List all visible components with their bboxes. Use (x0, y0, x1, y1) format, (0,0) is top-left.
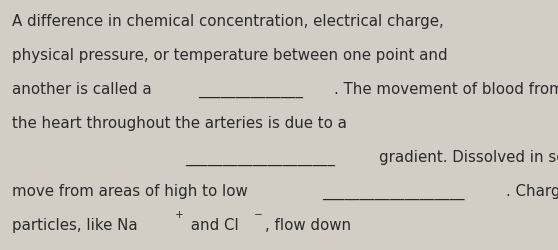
Text: move from areas of high to low: move from areas of high to low (12, 183, 253, 198)
Text: . The movement of blood from: . The movement of blood from (334, 82, 558, 97)
Text: . Charged: . Charged (507, 183, 558, 198)
Text: gradient. Dissolved in solution, chemicals: gradient. Dissolved in solution, chemica… (379, 149, 558, 164)
Text: ______________: ______________ (199, 83, 304, 98)
Text: another is called a: another is called a (12, 82, 157, 97)
Text: ___________________: ___________________ (323, 184, 465, 199)
Text: the heart throughout the arteries is due to a: the heart throughout the arteries is due… (12, 116, 347, 130)
Text: particles, like Na: particles, like Na (12, 217, 138, 232)
Text: −: − (254, 210, 263, 220)
Text: ____________________: ____________________ (185, 150, 335, 166)
Text: , flow down: , flow down (265, 217, 352, 232)
Text: physical pressure, or temperature between one point and: physical pressure, or temperature betwee… (12, 48, 448, 63)
Text: A difference in chemical concentration, electrical charge,: A difference in chemical concentration, … (12, 14, 444, 29)
Text: and Cl: and Cl (186, 217, 239, 232)
Text: +: + (174, 210, 183, 220)
